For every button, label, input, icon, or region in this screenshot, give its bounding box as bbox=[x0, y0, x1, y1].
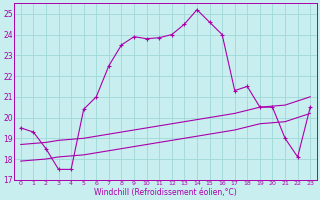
X-axis label: Windchill (Refroidissement éolien,°C): Windchill (Refroidissement éolien,°C) bbox=[94, 188, 237, 197]
